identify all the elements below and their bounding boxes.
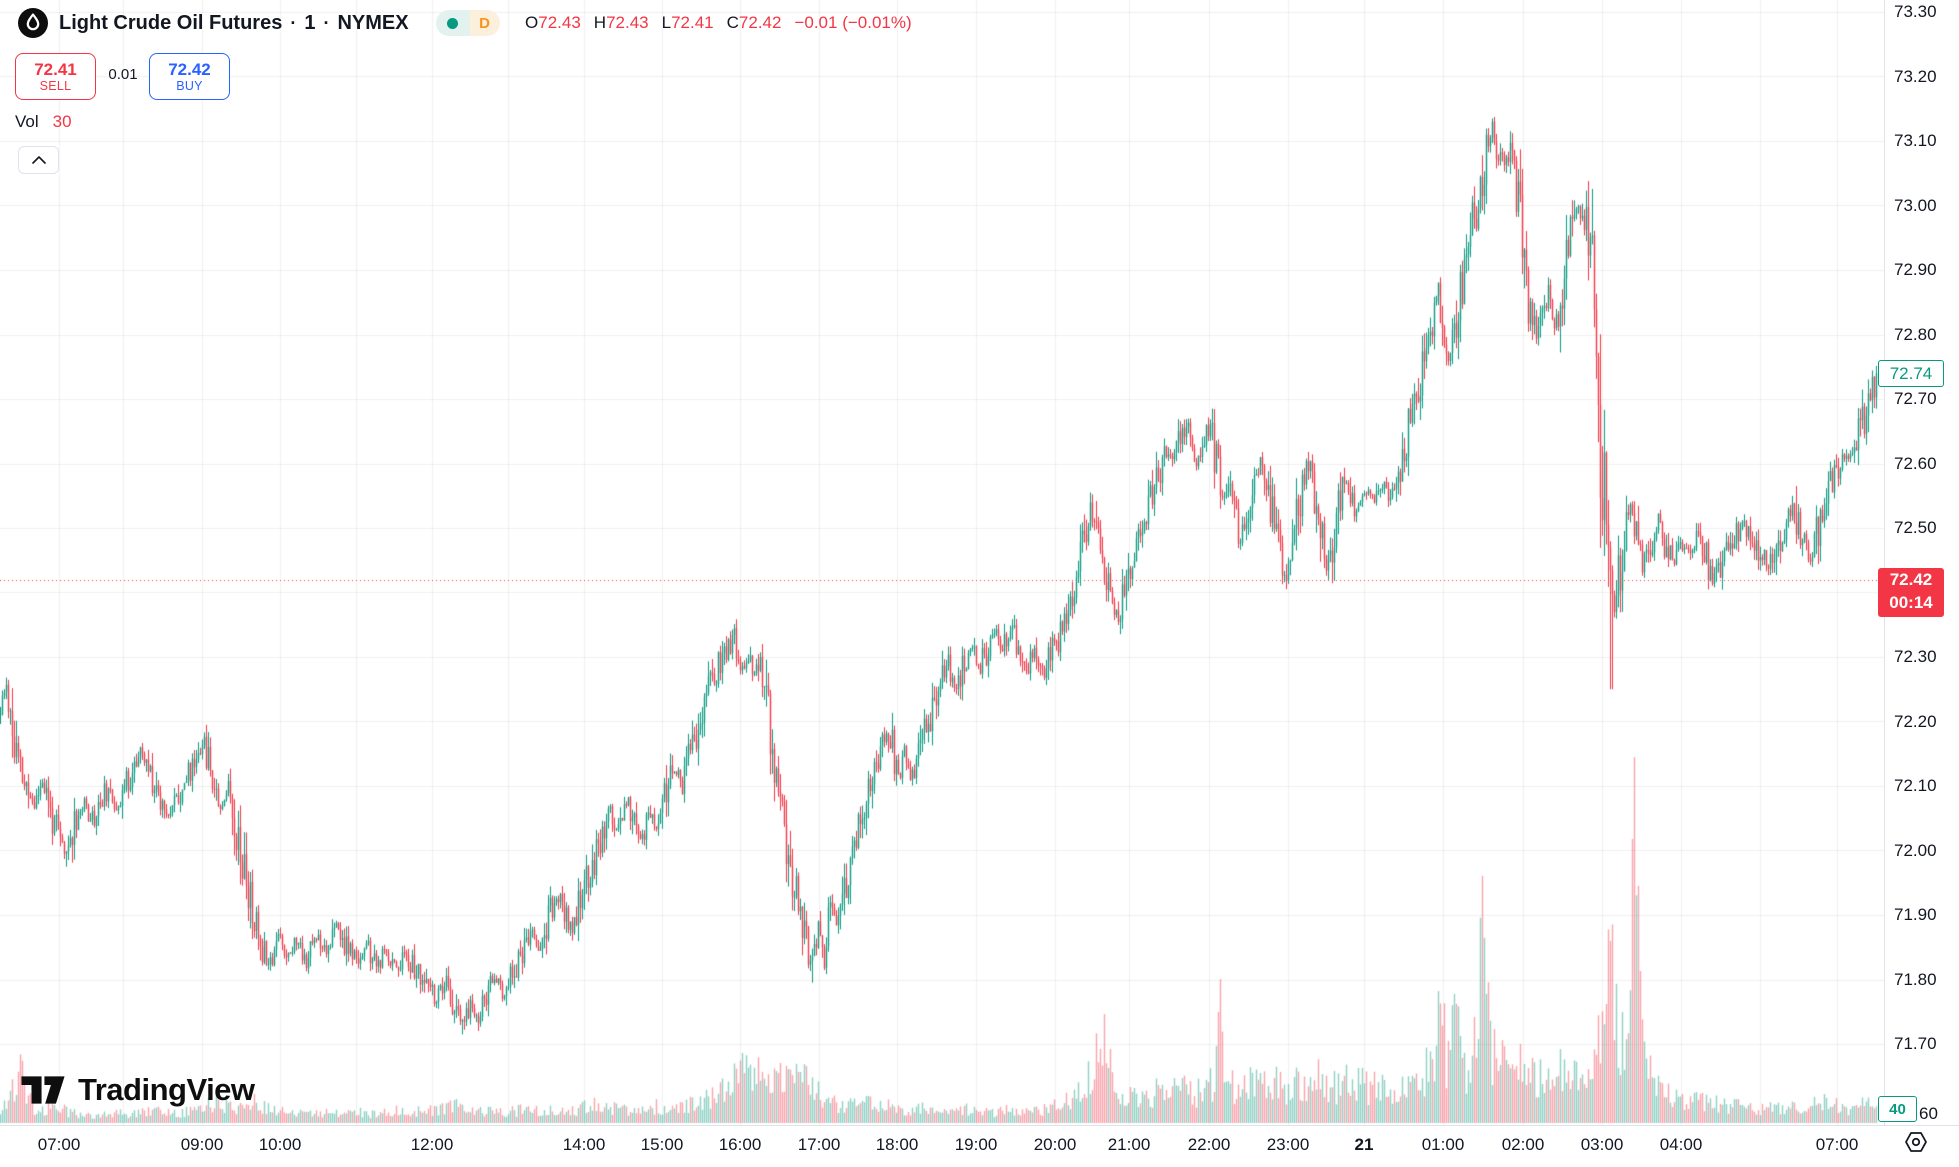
price-axis-tick: 71.80 bbox=[1894, 969, 1937, 989]
price-axis-tick: 72.90 bbox=[1894, 260, 1937, 279]
symbol-title[interactable]: Light Crude Oil Futures bbox=[59, 11, 283, 34]
time-axis-label: 12:00 bbox=[410, 1135, 454, 1154]
time-axis-label: 03:00 bbox=[1580, 1135, 1624, 1154]
high-label: H bbox=[593, 13, 607, 32]
volume-value: 30 bbox=[52, 112, 72, 131]
time-axis-label: 21:00 bbox=[1107, 1135, 1151, 1154]
time-axis-label: 01:00 bbox=[1421, 1135, 1465, 1154]
open-label: O bbox=[525, 13, 539, 32]
time-axis-label: 07:00 bbox=[37, 1135, 81, 1154]
ohlc-readout: O72.43 H72.43 L72.41 C72.42 −0.01 (−0.01… bbox=[525, 13, 912, 33]
date-axis-label: 21 bbox=[1354, 1135, 1374, 1154]
volume-label: Vol bbox=[15, 112, 39, 131]
price-axis-tick: 73.10 bbox=[1894, 131, 1937, 150]
time-axis-label: 17:00 bbox=[797, 1135, 841, 1154]
tradingview-logo-text: TradingView bbox=[78, 1072, 255, 1107]
time-axis-label: 23:00 bbox=[1266, 1135, 1310, 1154]
time-axis-label: 07:00 bbox=[1815, 1135, 1859, 1154]
status-badges: D bbox=[435, 10, 500, 36]
price-axis-tick: 72.10 bbox=[1894, 776, 1937, 795]
time-axis-label: 16:00 bbox=[718, 1135, 762, 1154]
price-axis-tick: 71.90 bbox=[1894, 905, 1937, 924]
time-axis-label: 18:00 bbox=[875, 1135, 919, 1154]
candlestick-chart-canvas[interactable] bbox=[0, 0, 1884, 1125]
symbol-header: Light Crude Oil Futures · 1 · NYMEX D bbox=[18, 8, 500, 38]
countdown-price: 72.42 bbox=[1889, 570, 1933, 590]
price-axis-tick: 72.30 bbox=[1894, 647, 1937, 666]
price-axis-tick: 72.60 bbox=[1894, 453, 1937, 473]
low-value: 72.41 bbox=[671, 13, 714, 32]
price-axis-tick: 72.50 bbox=[1894, 518, 1937, 537]
time-axis-label: 10:00 bbox=[258, 1135, 302, 1154]
tradingview-logo[interactable]: TradingView bbox=[20, 1072, 255, 1108]
time-axis-label: 15:00 bbox=[640, 1135, 684, 1154]
price-axis-tick: 72.00 bbox=[1894, 840, 1937, 860]
close-value: 72.42 bbox=[738, 13, 782, 32]
time-axis-label: 22:00 bbox=[1187, 1135, 1231, 1154]
change-value: −0.01 (−0.01%) bbox=[794, 13, 912, 32]
low-label: L bbox=[661, 13, 672, 32]
countdown-timer: 00:14 bbox=[1889, 593, 1933, 613]
chart-interval[interactable]: 1 bbox=[304, 11, 316, 34]
bid-ask-spread: 0.01 bbox=[108, 66, 138, 83]
volume-axis-tick: 60 bbox=[1919, 1104, 1938, 1123]
collapse-legend-button[interactable] bbox=[18, 146, 59, 174]
price-axis-tick: 73.20 bbox=[1894, 66, 1937, 86]
time-axis-label: 02:00 bbox=[1501, 1135, 1545, 1154]
open-value: 72.43 bbox=[538, 13, 581, 32]
buy-price: 72.42 bbox=[168, 59, 211, 79]
last-price-label: 72.74 bbox=[1878, 360, 1944, 388]
market-status-badge[interactable] bbox=[435, 10, 470, 36]
volume-last-value-badge: 40 bbox=[1878, 1096, 1917, 1122]
time-axis-label: 04:00 bbox=[1659, 1135, 1703, 1154]
market-open-dot-icon bbox=[447, 17, 459, 29]
chevron-up-icon bbox=[31, 156, 46, 164]
time-axis-label: 14:00 bbox=[562, 1135, 606, 1154]
buy-button[interactable]: 72.42 BUY bbox=[149, 53, 230, 100]
timezone-settings-gear-icon[interactable] bbox=[1903, 1129, 1929, 1155]
title-separator: · bbox=[290, 12, 297, 33]
price-axis-tick: 72.20 bbox=[1894, 711, 1937, 731]
crude-oil-symbol-icon[interactable] bbox=[18, 8, 48, 38]
prev-close-countdown-label: 72.42 00:14 bbox=[1878, 567, 1944, 617]
price-axis-tick: 72.70 bbox=[1894, 389, 1937, 408]
time-axis-label: 09:00 bbox=[180, 1135, 224, 1154]
sell-label: SELL bbox=[39, 79, 72, 94]
high-value: 72.43 bbox=[606, 13, 649, 32]
time-scale[interactable]: 07:00 09:00 10:00 12:00 14:00 15:00 16:00 17:00… bbox=[0, 1125, 1959, 1167]
buy-label: BUY bbox=[176, 79, 203, 94]
close-label: C bbox=[726, 13, 739, 32]
sell-button[interactable]: 72.41 SELL bbox=[15, 53, 96, 100]
exchange-name[interactable]: NYMEX bbox=[337, 11, 409, 34]
price-axis-tick: 73.30 bbox=[1894, 2, 1937, 21]
price-axis-tick: 73.00 bbox=[1894, 195, 1937, 215]
price-axis-tick: 71.70 bbox=[1894, 1034, 1937, 1053]
daily-interval-badge[interactable]: D bbox=[469, 10, 500, 36]
time-axis-label: 20:00 bbox=[1033, 1135, 1077, 1154]
price-axis-tick: 72.80 bbox=[1894, 324, 1937, 344]
volume-legend[interactable]: Vol 30 bbox=[15, 112, 72, 132]
sell-price: 72.41 bbox=[34, 59, 77, 79]
time-axis-label: 19:00 bbox=[954, 1135, 998, 1154]
tradingview-glyph-icon bbox=[21, 1076, 65, 1104]
title-separator: · bbox=[323, 12, 330, 33]
price-scale[interactable]: 73.30 73.20 73.10 73.00 72.90 72.80 72.70 72.60… bbox=[1884, 0, 1959, 1125]
